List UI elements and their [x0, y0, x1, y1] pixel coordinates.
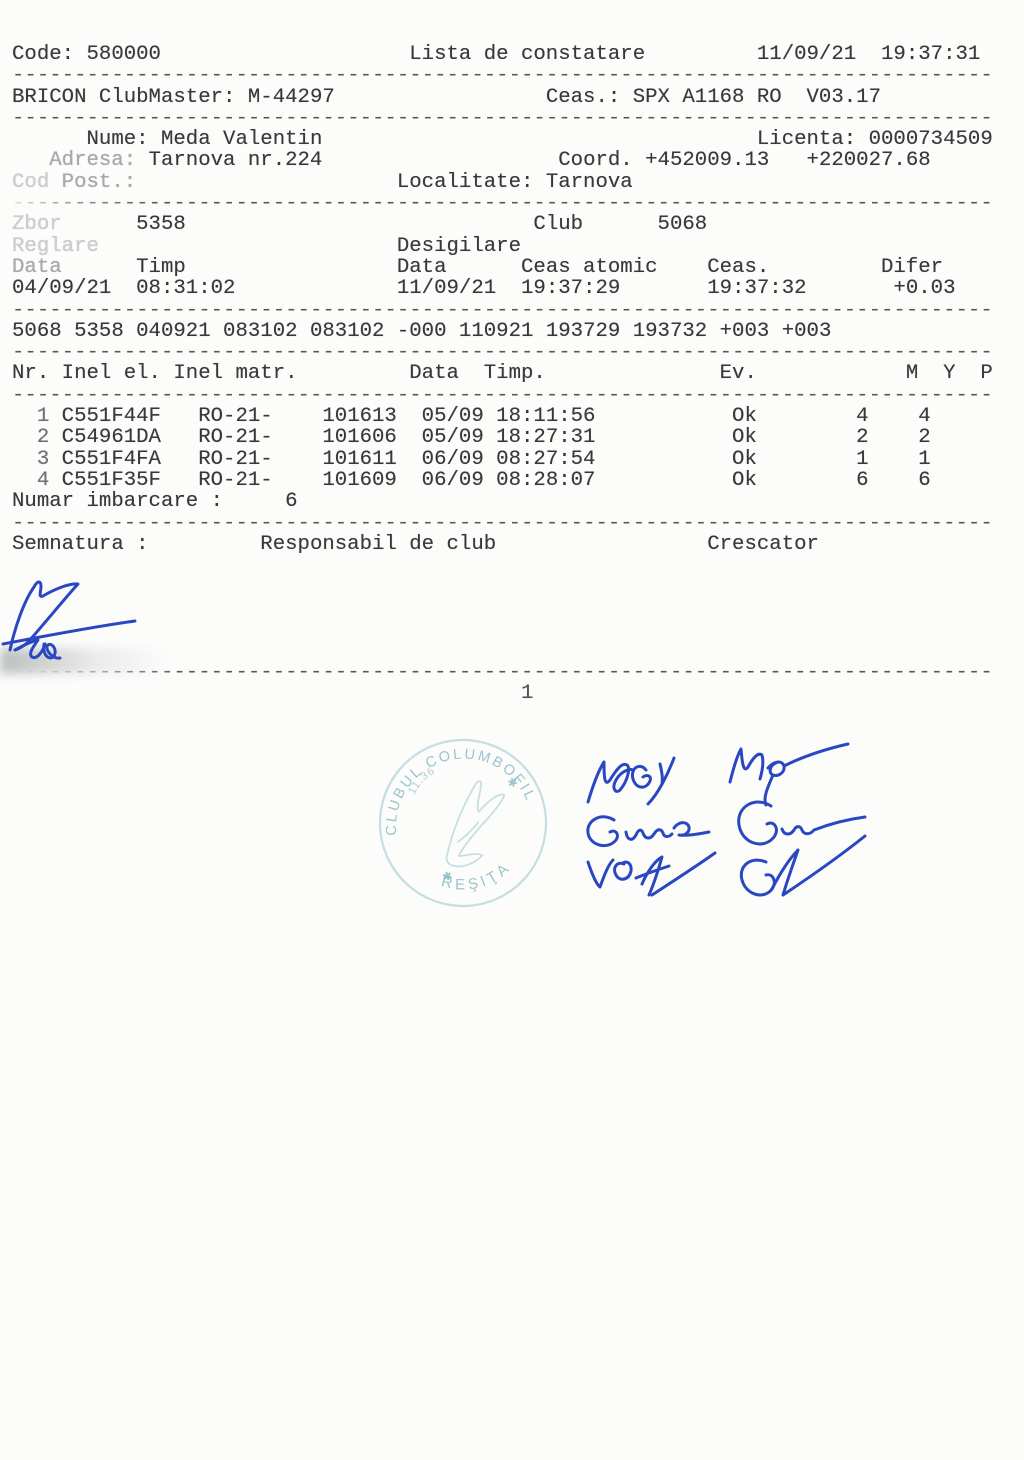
- stamp-ring: [378, 738, 548, 908]
- stamp-star-left: ✱: [441, 868, 454, 884]
- signature-label: Semnatura :: [12, 532, 149, 556]
- basketed-count-label: Numar imbarcare :: [12, 490, 224, 514]
- reglare-time: 08:31:02: [136, 277, 236, 301]
- page-number-line: 1: [12, 681, 1012, 705]
- table-row: 4 C551F35F RO-21- 101609 06/09 08:28:07 Ok 6 6: [36, 468, 931, 492]
- reglare-date: 04/09/21: [12, 277, 112, 301]
- signature-stroke: [672, 821, 711, 837]
- owner-locality: Localitate: Tarnova: [396, 170, 633, 194]
- signature-stroke: [13, 638, 62, 660]
- divider: ----------------------------------------…: [12, 64, 993, 88]
- scan-smudge: [0, 648, 170, 674]
- page-number: 1: [520, 681, 534, 705]
- control-summary-line: 5068 5358 040921 083102 083102 -000 1109…: [12, 319, 1012, 343]
- postcode-label-2: Post.:: [61, 170, 137, 194]
- machine-line: BRICON ClubMaster: M-44297 Ceas.: SPX A11…: [12, 85, 1012, 109]
- postcode-label-1: Cod: [12, 170, 62, 194]
- signature-stroke: [8, 580, 80, 652]
- flight-label: Zbor: [12, 213, 62, 237]
- committee-signatures: [586, 742, 867, 897]
- signature-stroke: [650, 851, 717, 897]
- signature-stroke: [739, 858, 776, 897]
- table-header-row: Nr. Inel el. Inel matr. Data Timp. Ev. M Y P: [12, 362, 993, 386]
- basketed-count-line: Numar imbarcare : 6: [12, 490, 1012, 514]
- race-sections-line: Reglare Desigilare: [12, 234, 1012, 258]
- address-label: Adresa:: [49, 149, 137, 173]
- table-row: 2 C54961DA RO-21- 101606 05/09 18:27:31 Ok 2 2: [36, 426, 931, 450]
- clock-time: 19:37:32: [707, 277, 807, 301]
- club-official-signature: [1, 580, 137, 660]
- club-label: Club: [533, 213, 584, 237]
- owner-licence: Licenta: 0000734509: [756, 128, 993, 152]
- signature-stroke: [737, 800, 778, 846]
- signature-stroke: [586, 760, 635, 804]
- owner-postcode-line: Cod Post.: Localitate: Tarnova: [12, 170, 1012, 194]
- owner-name-line: Nume: Meda Valentin Licenta: 0000734509: [12, 128, 1012, 152]
- basketed-count-value: 6: [285, 490, 298, 514]
- divider: ----------------------------------------…: [12, 341, 993, 365]
- signature-stroke: [630, 764, 652, 789]
- divider: ----------------------------------------…: [12, 383, 993, 407]
- owner-address-line: Adresa: Tarnova nr.224 Coord. +452009.13 +…: [12, 149, 1012, 173]
- club-official-label: Responsabil de club: [260, 532, 497, 556]
- header-datetime: 11/09/21 19:37:31: [756, 43, 981, 66]
- signature-stroke: [586, 815, 619, 848]
- signature-stroke: [770, 834, 867, 897]
- atomic-clock-time: 19:37:29: [520, 277, 621, 301]
- club-number: 5068: [657, 213, 708, 237]
- desigilare-date: 11/09/21: [396, 277, 497, 301]
- table-row: 3 C551F4FA RO-21- 101611 06/09 08:27:54 Ok 1 1: [36, 447, 931, 471]
- divider: ----------------------------------------…: [12, 298, 993, 322]
- divider: ----------------------------------------…: [12, 192, 993, 216]
- race-ids-line: Zbor 5358 Club 5068: [12, 213, 1012, 237]
- machine-id: BRICON ClubMaster: M-44297: [12, 85, 335, 109]
- code-value: Code: 580000: [12, 43, 161, 66]
- divider: ----------------------------------------…: [12, 106, 993, 130]
- signature-stroke: [728, 747, 765, 784]
- clock-drift: +0.03: [893, 277, 956, 301]
- signature-stroke: [646, 756, 676, 806]
- owner-name: Nume: Meda Valentin: [86, 128, 323, 152]
- header-line: Code: 580000 Lista de constatare 11/09/21 …: [12, 43, 1012, 66]
- flight-number: 5358: [136, 213, 186, 237]
- signature-stroke: [624, 828, 674, 841]
- table-row: 1 C551F44F RO-21- 101613 05/09 18:11:56 Ok 4 4: [36, 405, 931, 429]
- club-stamp: CLUBUL COLUMBOFIL REŞIŢA 11.36 ✱ ✱: [368, 730, 548, 908]
- owner-coordinates: Coord. +452009.13 +220027.68: [558, 149, 931, 173]
- control-summary: 5068 5358 040921 083102 083102 -000 1109…: [12, 319, 832, 343]
- reglare-label: Reglare: [12, 234, 99, 258]
- signature-stroke: [613, 860, 633, 881]
- address-value: Tarnova nr.224: [148, 149, 323, 173]
- signature-stroke: [780, 815, 867, 836]
- stamp-star-right: ✱: [506, 775, 519, 791]
- race-headers-line: Data Timp Data Ceas atomic Ceas. Difer: [12, 255, 944, 279]
- race-values-line: 04/09/21 08:31:02 11/09/21 19:37:29 19:37:32…: [12, 277, 1012, 301]
- fancier-label: Crescator: [707, 532, 819, 556]
- signature-stroke: [763, 742, 850, 807]
- machine-clock: Ceas.: SPX A1168 RO V03.17: [545, 85, 882, 109]
- divider: ----------------------------------------…: [12, 660, 993, 684]
- signature-stroke: [634, 855, 671, 897]
- pigeon-icon: [445, 780, 506, 868]
- signature-stroke: [586, 858, 615, 889]
- divider: ----------------------------------------…: [12, 511, 993, 535]
- page-title: Lista de constatare: [409, 43, 646, 66]
- printout-text: Code: 580000 Lista de constatare 11/09/21 …: [12, 43, 1012, 705]
- signature-labels-line: Semnatura : Responsabil de club Crescator: [12, 532, 1012, 556]
- signature-stroke: [1, 619, 137, 646]
- desigilare-label: Desigilare: [396, 234, 521, 258]
